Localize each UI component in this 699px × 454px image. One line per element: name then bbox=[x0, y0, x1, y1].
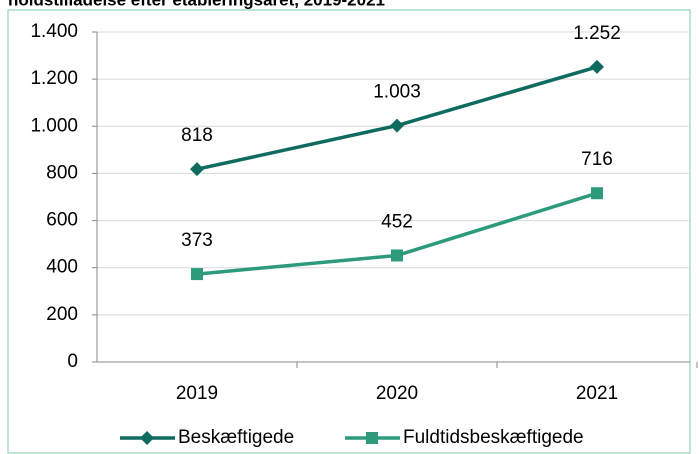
chart-title: holdstilladelse efter etableringsåret, 2… bbox=[8, 0, 385, 9]
marker bbox=[191, 268, 203, 281]
legend-label: Fuldtidsbeskæftigede bbox=[403, 427, 584, 448]
y-tick-label: 200 bbox=[46, 304, 78, 325]
marker bbox=[390, 118, 404, 133]
data-label: 373 bbox=[181, 230, 213, 251]
marker bbox=[591, 187, 603, 200]
x-tick-label: 2019 bbox=[176, 383, 218, 404]
chart-frame bbox=[7, 9, 691, 454]
series-line bbox=[196, 191, 598, 276]
marker bbox=[140, 431, 154, 445]
legend-label: Beskæftigede bbox=[178, 427, 294, 448]
x-tick-label: 2021 bbox=[576, 383, 618, 404]
y-tick-label: 400 bbox=[46, 257, 78, 278]
marker bbox=[590, 59, 604, 74]
y-tick-label: 0 bbox=[67, 351, 78, 372]
y-tick-label: 1.400 bbox=[30, 21, 78, 42]
y-tick-label: 1.000 bbox=[30, 115, 78, 136]
x-tick-label: 2020 bbox=[376, 383, 418, 404]
data-label: 1.252 bbox=[573, 23, 621, 44]
y-tick-label: 800 bbox=[46, 162, 78, 183]
marker bbox=[190, 162, 204, 177]
marker bbox=[366, 432, 378, 444]
data-label: 452 bbox=[381, 211, 413, 232]
data-label: 716 bbox=[581, 149, 613, 170]
data-label: 1.003 bbox=[373, 82, 421, 103]
data-label: 818 bbox=[181, 125, 213, 146]
marker bbox=[391, 249, 403, 262]
y-tick-label: 600 bbox=[46, 210, 78, 231]
y-tick-label: 1.200 bbox=[30, 68, 78, 89]
